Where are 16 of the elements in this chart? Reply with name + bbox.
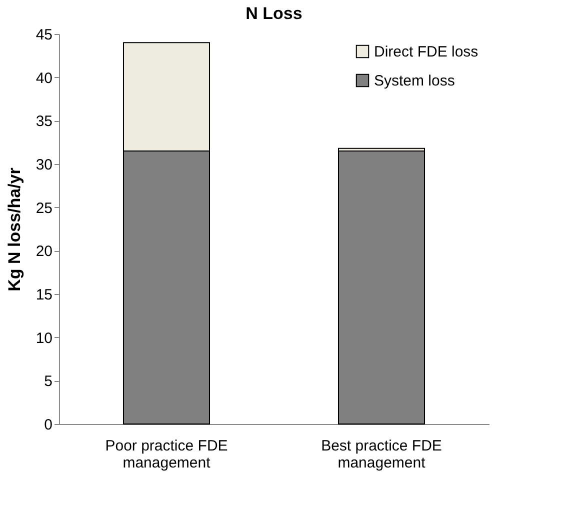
y-tick-label: 30 <box>36 156 52 174</box>
chart-title: N Loss <box>246 4 302 23</box>
y-tick-label: 45 <box>36 26 52 44</box>
legend-label: Direct FDE loss <box>374 44 478 60</box>
y-tick-label: 15 <box>36 286 52 304</box>
y-tick-label: 25 <box>36 200 52 217</box>
y-axis-title: Kg N loss/ha/yr <box>4 167 24 292</box>
y-tick-label: 35 <box>36 113 52 130</box>
y-tick-label: 40 <box>36 70 52 87</box>
y-tick-label: 0 <box>44 416 52 434</box>
y-tick-label: 10 <box>36 330 52 347</box>
y-tick-label: 5 <box>44 373 52 390</box>
legend-label: System loss <box>374 72 455 90</box>
x-tick-label: Poor practice FDE management <box>105 438 228 472</box>
y-tick-label: 20 <box>36 243 52 260</box>
x-tick-label: Best practice FDE management <box>321 438 442 472</box>
